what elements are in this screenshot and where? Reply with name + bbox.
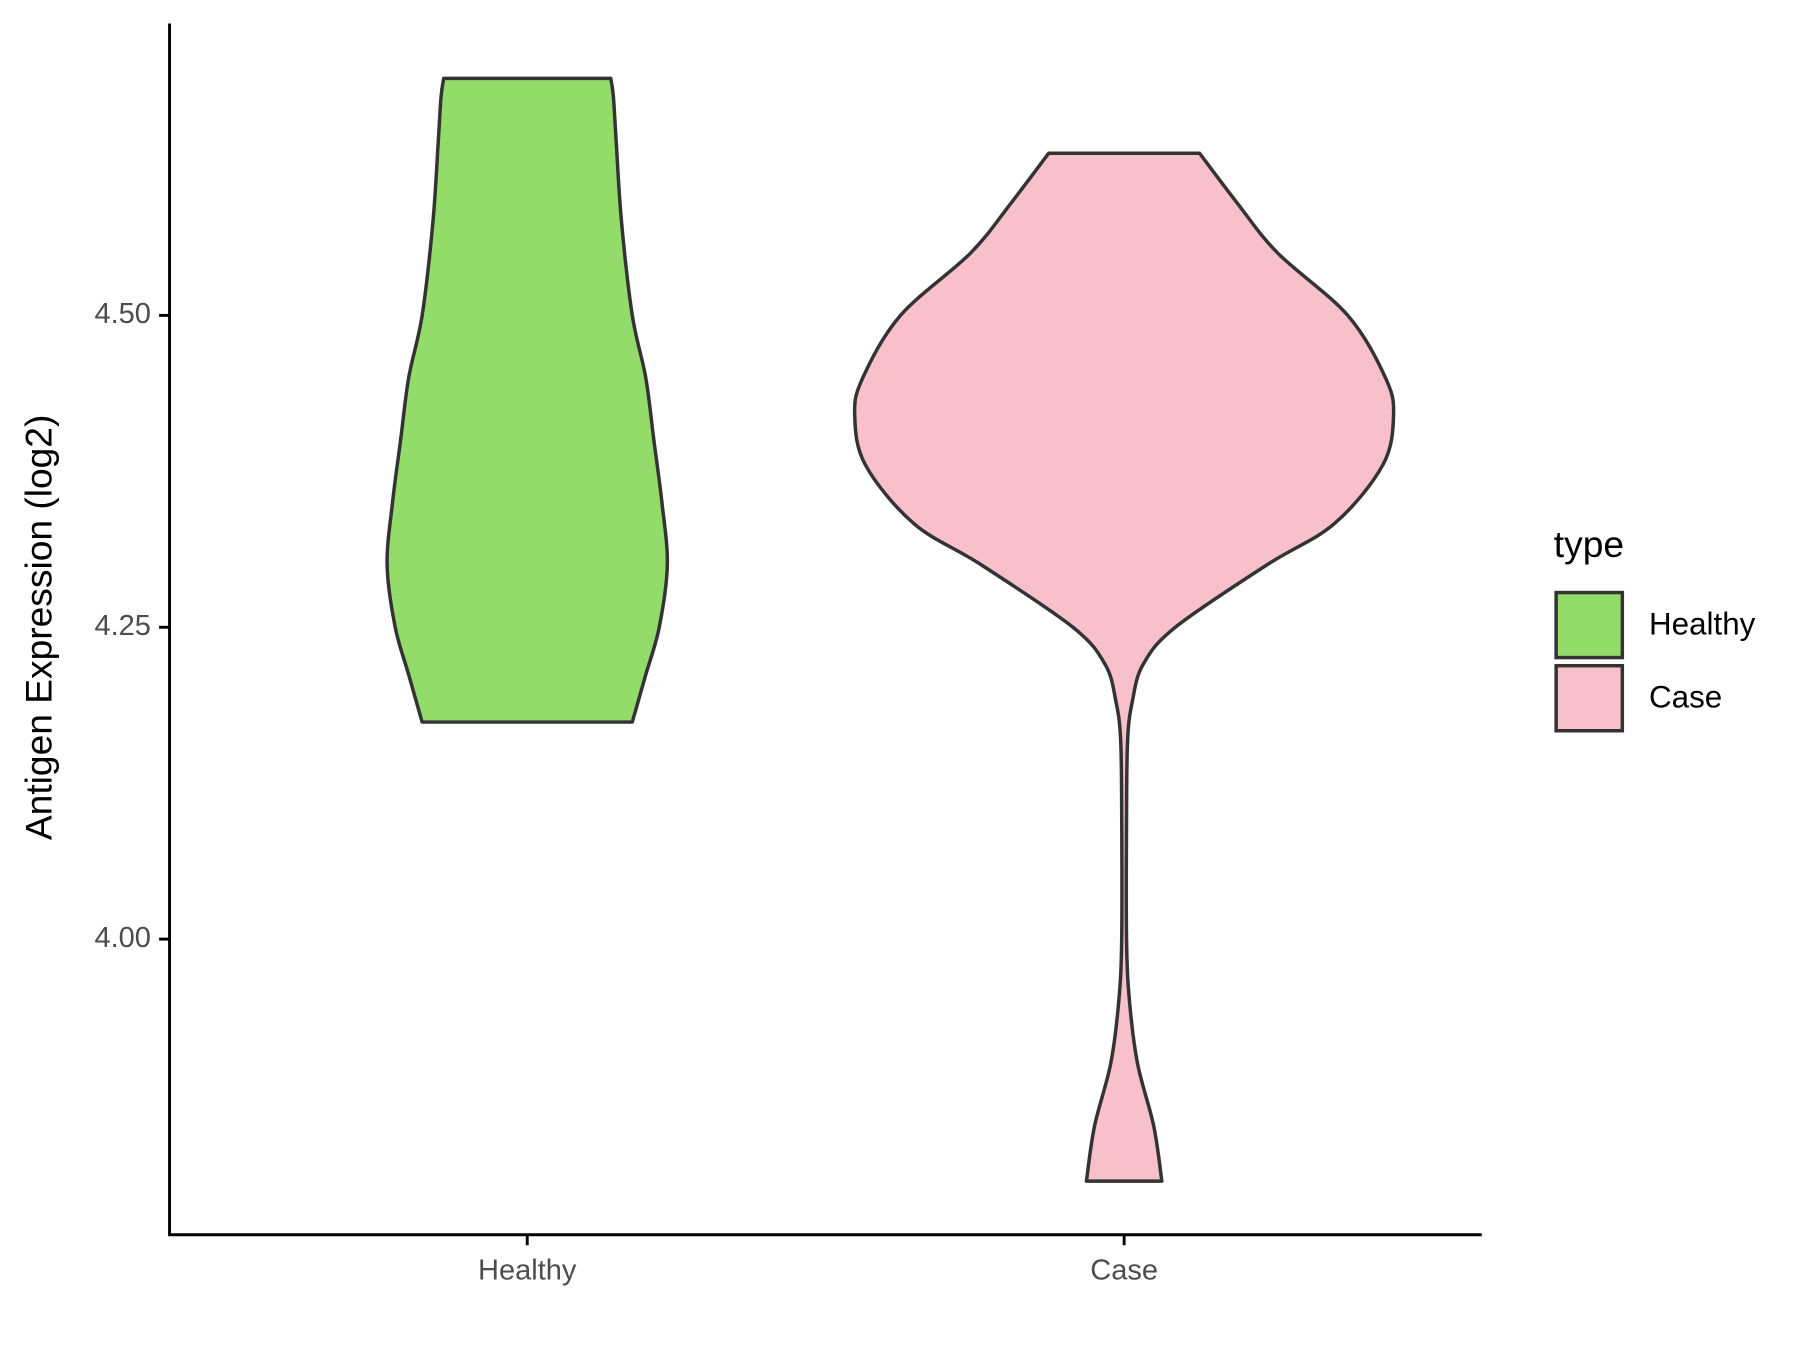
x-tick-label: Healthy: [478, 1255, 577, 1287]
y-tick-label: 4.25: [94, 610, 150, 642]
violin: [385, 76, 670, 724]
legend-key: [1554, 590, 1625, 660]
y-axis-title: Antigen Expression (log2): [18, 415, 60, 840]
legend-title: type: [1554, 523, 1624, 565]
legend-key: [1554, 663, 1625, 733]
x-tick-label: Case: [1090, 1255, 1158, 1287]
y-tick-label: 4.00: [94, 922, 150, 954]
legend-label: Case: [1649, 680, 1722, 715]
legend-label: Healthy: [1649, 607, 1756, 642]
y-tick-label: 4.50: [94, 298, 150, 330]
violin: [852, 151, 1396, 1183]
